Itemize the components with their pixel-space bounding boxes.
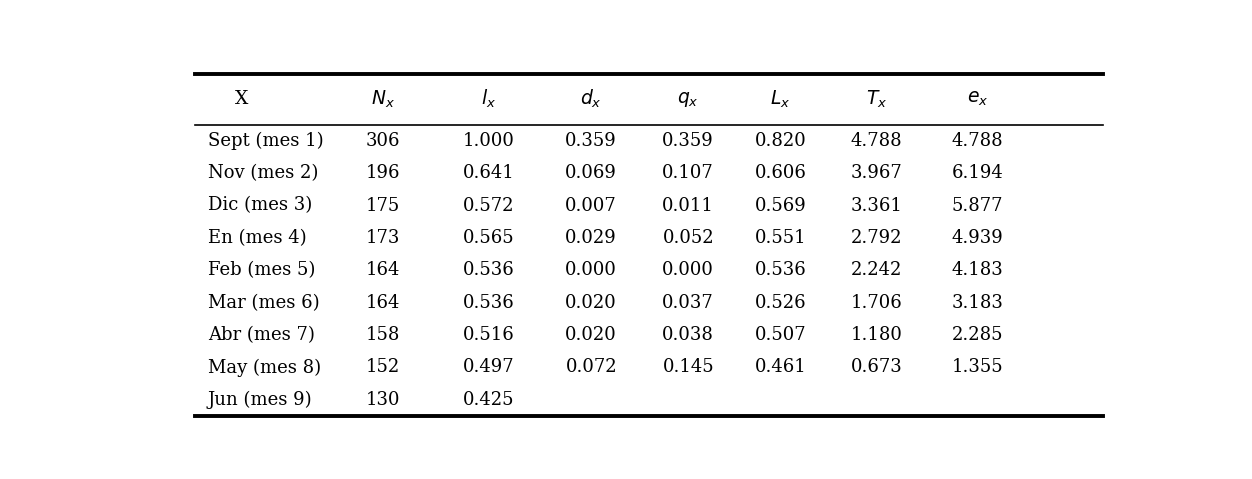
Text: 0.536: 0.536: [462, 262, 515, 279]
Text: 4.939: 4.939: [952, 229, 1003, 247]
Text: X: X: [235, 91, 249, 108]
Text: 1.180: 1.180: [850, 326, 903, 344]
Text: 152: 152: [366, 358, 399, 376]
Text: 3.967: 3.967: [850, 164, 903, 182]
Text: Dic (mes 3): Dic (mes 3): [208, 196, 312, 215]
Text: 0.069: 0.069: [565, 164, 617, 182]
Text: Nov (mes 2): Nov (mes 2): [208, 164, 318, 182]
Text: 0.569: 0.569: [755, 196, 806, 215]
Text: 2.792: 2.792: [850, 229, 903, 247]
Text: $T_{x}$: $T_{x}$: [866, 89, 888, 110]
Text: $q_{x}$: $q_{x}$: [677, 90, 699, 109]
Text: 130: 130: [366, 391, 399, 409]
Text: 0.359: 0.359: [566, 132, 617, 150]
Text: 0.526: 0.526: [755, 294, 806, 312]
Text: Abr (mes 7): Abr (mes 7): [208, 326, 314, 344]
Text: 164: 164: [366, 262, 399, 279]
Text: 0.038: 0.038: [662, 326, 714, 344]
Text: 0.461: 0.461: [755, 358, 806, 376]
Text: 0.820: 0.820: [755, 132, 806, 150]
Text: 306: 306: [366, 132, 399, 150]
Text: 6.194: 6.194: [952, 164, 1003, 182]
Text: 164: 164: [366, 294, 399, 312]
Text: 173: 173: [366, 229, 399, 247]
Text: 0.052: 0.052: [662, 229, 714, 247]
Text: 0.551: 0.551: [755, 229, 806, 247]
Text: 0.011: 0.011: [662, 196, 714, 215]
Text: 0.673: 0.673: [850, 358, 903, 376]
Text: $l_{x}$: $l_{x}$: [481, 88, 496, 111]
Text: En (mes 4): En (mes 4): [208, 229, 307, 247]
Text: 3.361: 3.361: [850, 196, 903, 215]
Text: 3.183: 3.183: [952, 294, 1003, 312]
Text: 196: 196: [366, 164, 399, 182]
Text: 0.037: 0.037: [662, 294, 714, 312]
Text: 1.355: 1.355: [952, 358, 1003, 376]
Text: 158: 158: [366, 326, 399, 344]
Text: $d_{x}$: $d_{x}$: [581, 88, 602, 111]
Text: 0.020: 0.020: [566, 294, 617, 312]
Text: 1.706: 1.706: [850, 294, 903, 312]
Text: 0.145: 0.145: [662, 358, 714, 376]
Text: 5.877: 5.877: [952, 196, 1003, 215]
Text: $L_{x}$: $L_{x}$: [770, 89, 790, 110]
Text: May (mes 8): May (mes 8): [208, 358, 321, 376]
Text: 175: 175: [366, 196, 399, 215]
Text: 0.572: 0.572: [462, 196, 515, 215]
Text: 0.107: 0.107: [662, 164, 714, 182]
Text: 0.007: 0.007: [566, 196, 617, 215]
Text: 4.788: 4.788: [952, 132, 1003, 150]
Text: Mar (mes 6): Mar (mes 6): [208, 294, 319, 312]
Text: 0.641: 0.641: [462, 164, 515, 182]
Text: 0.000: 0.000: [662, 262, 714, 279]
Text: 0.536: 0.536: [462, 294, 515, 312]
Text: 2.285: 2.285: [952, 326, 1003, 344]
Text: Jun (mes 9): Jun (mes 9): [208, 391, 313, 409]
Text: 2.242: 2.242: [851, 262, 903, 279]
Text: 0.606: 0.606: [755, 164, 806, 182]
Text: 0.565: 0.565: [462, 229, 515, 247]
Text: 0.425: 0.425: [462, 391, 515, 409]
Text: 0.536: 0.536: [755, 262, 806, 279]
Text: 0.507: 0.507: [755, 326, 806, 344]
Text: 0.359: 0.359: [662, 132, 714, 150]
Text: Sept (mes 1): Sept (mes 1): [208, 132, 323, 150]
Text: 0.497: 0.497: [462, 358, 515, 376]
Text: 0.516: 0.516: [462, 326, 515, 344]
Text: 4.183: 4.183: [952, 262, 1003, 279]
Text: 1.000: 1.000: [462, 132, 515, 150]
Text: 0.020: 0.020: [566, 326, 617, 344]
Text: $e_{x}$: $e_{x}$: [967, 90, 988, 108]
Text: 0.000: 0.000: [565, 262, 617, 279]
Text: 0.029: 0.029: [566, 229, 617, 247]
Text: 4.788: 4.788: [850, 132, 903, 150]
Text: Feb (mes 5): Feb (mes 5): [208, 262, 316, 279]
Text: 0.072: 0.072: [566, 358, 617, 376]
Text: $N_{x}$: $N_{x}$: [371, 89, 394, 110]
